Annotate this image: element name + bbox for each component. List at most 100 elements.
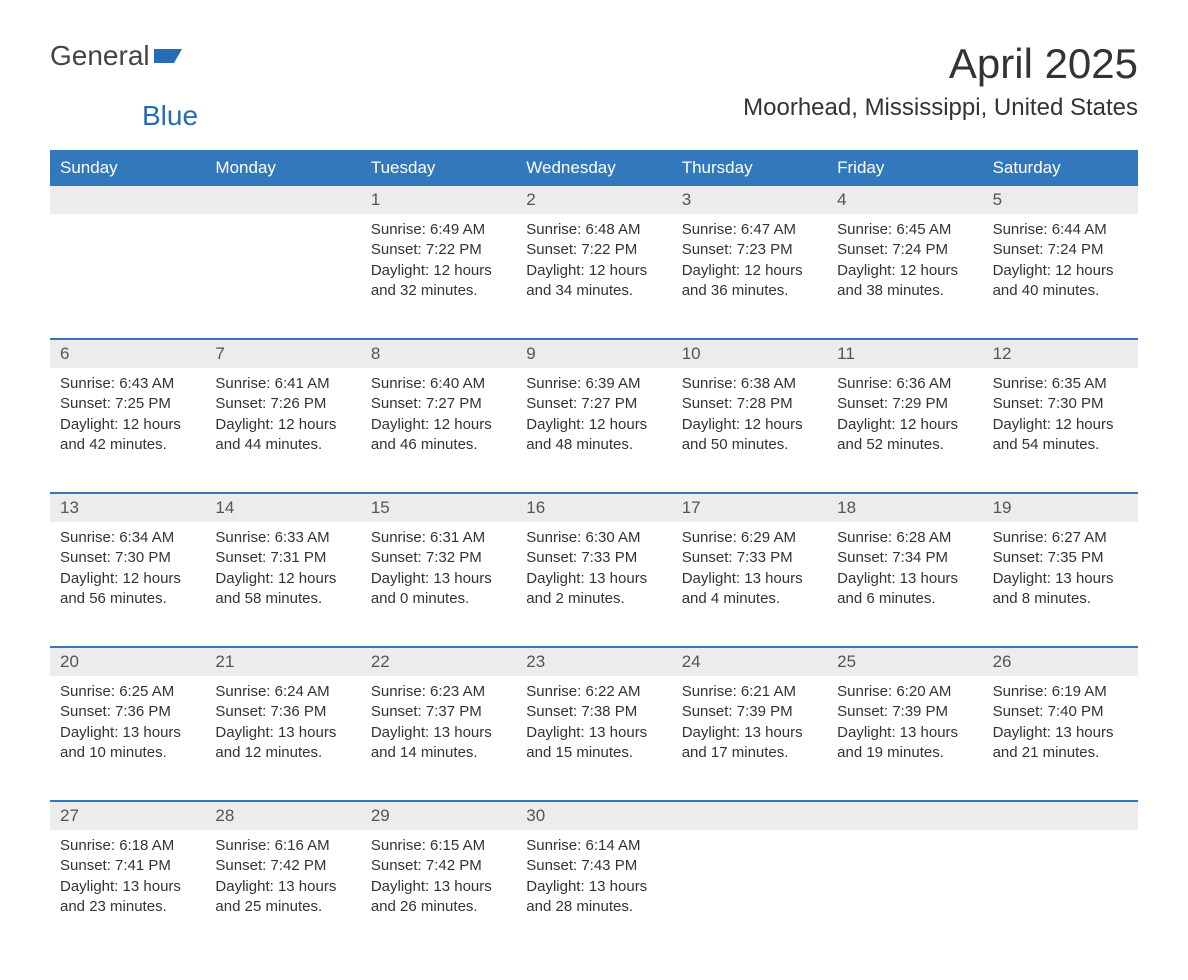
sunrise-value: 6:18 AM <box>119 837 174 854</box>
day-cell: Sunrise: 6:49 AMSunset: 7:22 PMDaylight:… <box>361 214 516 324</box>
sunrise-line: Sunrise: 6:15 AM <box>371 836 506 856</box>
sunset-label: Sunset: <box>993 703 1048 720</box>
sunset-line: Sunset: 7:32 PM <box>371 548 506 568</box>
sunset-label: Sunset: <box>371 395 426 412</box>
calendar: Sunday Monday Tuesday Wednesday Thursday… <box>50 150 1138 940</box>
sunrise-line: Sunrise: 6:31 AM <box>371 528 506 548</box>
sunrise-label: Sunrise: <box>526 837 585 854</box>
daylight-line: Daylight: 13 hours and 25 minutes. <box>215 877 350 918</box>
daynum-row: 27282930 <box>50 802 1138 830</box>
logo-text-general: General <box>50 40 150 72</box>
sunset-value: 7:35 PM <box>1048 549 1104 566</box>
daylight-label: Daylight: <box>526 724 589 741</box>
sunrise-value: 6:14 AM <box>585 837 640 854</box>
day-header: Tuesday <box>361 150 516 186</box>
sunset-value: 7:28 PM <box>737 395 793 412</box>
sunset-line: Sunset: 7:34 PM <box>837 548 972 568</box>
daylight-line: Daylight: 13 hours and 17 minutes. <box>682 723 817 764</box>
sunset-value: 7:22 PM <box>581 241 637 258</box>
sunset-line: Sunset: 7:30 PM <box>60 548 195 568</box>
day-cell: Sunrise: 6:18 AMSunset: 7:41 PMDaylight:… <box>50 830 205 940</box>
day-header: Sunday <box>50 150 205 186</box>
sunset-label: Sunset: <box>526 549 581 566</box>
sunrise-label: Sunrise: <box>682 529 741 546</box>
sunrise-line: Sunrise: 6:39 AM <box>526 374 661 394</box>
daylight-label: Daylight: <box>837 724 900 741</box>
daylight-line: Daylight: 12 hours and 36 minutes. <box>682 261 817 302</box>
sunrise-line: Sunrise: 6:38 AM <box>682 374 817 394</box>
sunrise-line: Sunrise: 6:24 AM <box>215 682 350 702</box>
sunset-value: 7:40 PM <box>1048 703 1104 720</box>
content-row: Sunrise: 6:49 AMSunset: 7:22 PMDaylight:… <box>50 214 1138 324</box>
daylight-label: Daylight: <box>215 724 278 741</box>
sunset-label: Sunset: <box>837 241 892 258</box>
day-cell <box>672 830 827 940</box>
sunset-line: Sunset: 7:30 PM <box>993 394 1128 414</box>
sunrise-line: Sunrise: 6:40 AM <box>371 374 506 394</box>
day-number: 6 <box>50 340 205 368</box>
sunset-label: Sunset: <box>371 549 426 566</box>
daylight-line: Daylight: 12 hours and 38 minutes. <box>837 261 972 302</box>
sunrise-line: Sunrise: 6:27 AM <box>993 528 1128 548</box>
sunset-value: 7:39 PM <box>892 703 948 720</box>
sunset-label: Sunset: <box>993 395 1048 412</box>
sunset-value: 7:42 PM <box>270 857 326 874</box>
day-number: 9 <box>516 340 671 368</box>
sunrise-label: Sunrise: <box>60 837 119 854</box>
sunset-label: Sunset: <box>60 549 115 566</box>
day-number: 12 <box>983 340 1138 368</box>
sunrise-label: Sunrise: <box>371 375 430 392</box>
day-cell <box>983 830 1138 940</box>
daylight-label: Daylight: <box>682 570 745 587</box>
sunrise-value: 6:38 AM <box>741 375 796 392</box>
content-row: Sunrise: 6:43 AMSunset: 7:25 PMDaylight:… <box>50 368 1138 478</box>
day-number <box>983 802 1138 830</box>
sunrise-label: Sunrise: <box>215 375 274 392</box>
sunset-line: Sunset: 7:27 PM <box>526 394 661 414</box>
sunset-value: 7:41 PM <box>115 857 171 874</box>
day-number: 24 <box>672 648 827 676</box>
sunrise-value: 6:47 AM <box>741 221 796 238</box>
location: Moorhead, Mississippi, United States <box>743 94 1138 122</box>
day-cell: Sunrise: 6:40 AMSunset: 7:27 PMDaylight:… <box>361 368 516 478</box>
sunrise-line: Sunrise: 6:20 AM <box>837 682 972 702</box>
day-number: 14 <box>205 494 360 522</box>
sunrise-label: Sunrise: <box>837 375 896 392</box>
sunrise-line: Sunrise: 6:36 AM <box>837 374 972 394</box>
sunrise-value: 6:43 AM <box>119 375 174 392</box>
sunrise-label: Sunrise: <box>526 683 585 700</box>
daylight-line: Daylight: 13 hours and 21 minutes. <box>993 723 1128 764</box>
sunset-value: 7:23 PM <box>737 241 793 258</box>
day-cell: Sunrise: 6:29 AMSunset: 7:33 PMDaylight:… <box>672 522 827 632</box>
sunrise-value: 6:19 AM <box>1052 683 1107 700</box>
sunrise-label: Sunrise: <box>526 529 585 546</box>
day-number: 23 <box>516 648 671 676</box>
sunrise-label: Sunrise: <box>526 375 585 392</box>
sunrise-line: Sunrise: 6:16 AM <box>215 836 350 856</box>
sunrise-value: 6:16 AM <box>275 837 330 854</box>
day-cell: Sunrise: 6:15 AMSunset: 7:42 PMDaylight:… <box>361 830 516 940</box>
daylight-label: Daylight: <box>215 878 278 895</box>
day-cell: Sunrise: 6:41 AMSunset: 7:26 PMDaylight:… <box>205 368 360 478</box>
daylight-line: Daylight: 12 hours and 32 minutes. <box>371 261 506 302</box>
day-header: Thursday <box>672 150 827 186</box>
sunrise-line: Sunrise: 6:21 AM <box>682 682 817 702</box>
sunrise-line: Sunrise: 6:23 AM <box>371 682 506 702</box>
daynum-row: 20212223242526 <box>50 648 1138 676</box>
day-number: 15 <box>361 494 516 522</box>
sunrise-value: 6:29 AM <box>741 529 796 546</box>
sunset-label: Sunset: <box>60 395 115 412</box>
sunset-line: Sunset: 7:22 PM <box>526 240 661 260</box>
sunset-value: 7:25 PM <box>115 395 171 412</box>
day-cell: Sunrise: 6:22 AMSunset: 7:38 PMDaylight:… <box>516 676 671 786</box>
sunset-line: Sunset: 7:36 PM <box>60 702 195 722</box>
sunrise-label: Sunrise: <box>682 375 741 392</box>
daylight-line: Daylight: 13 hours and 12 minutes. <box>215 723 350 764</box>
sunrise-value: 6:40 AM <box>430 375 485 392</box>
day-number <box>672 802 827 830</box>
day-number: 25 <box>827 648 982 676</box>
sunset-label: Sunset: <box>60 703 115 720</box>
day-number: 4 <box>827 186 982 214</box>
day-number: 26 <box>983 648 1138 676</box>
sunset-value: 7:24 PM <box>892 241 948 258</box>
